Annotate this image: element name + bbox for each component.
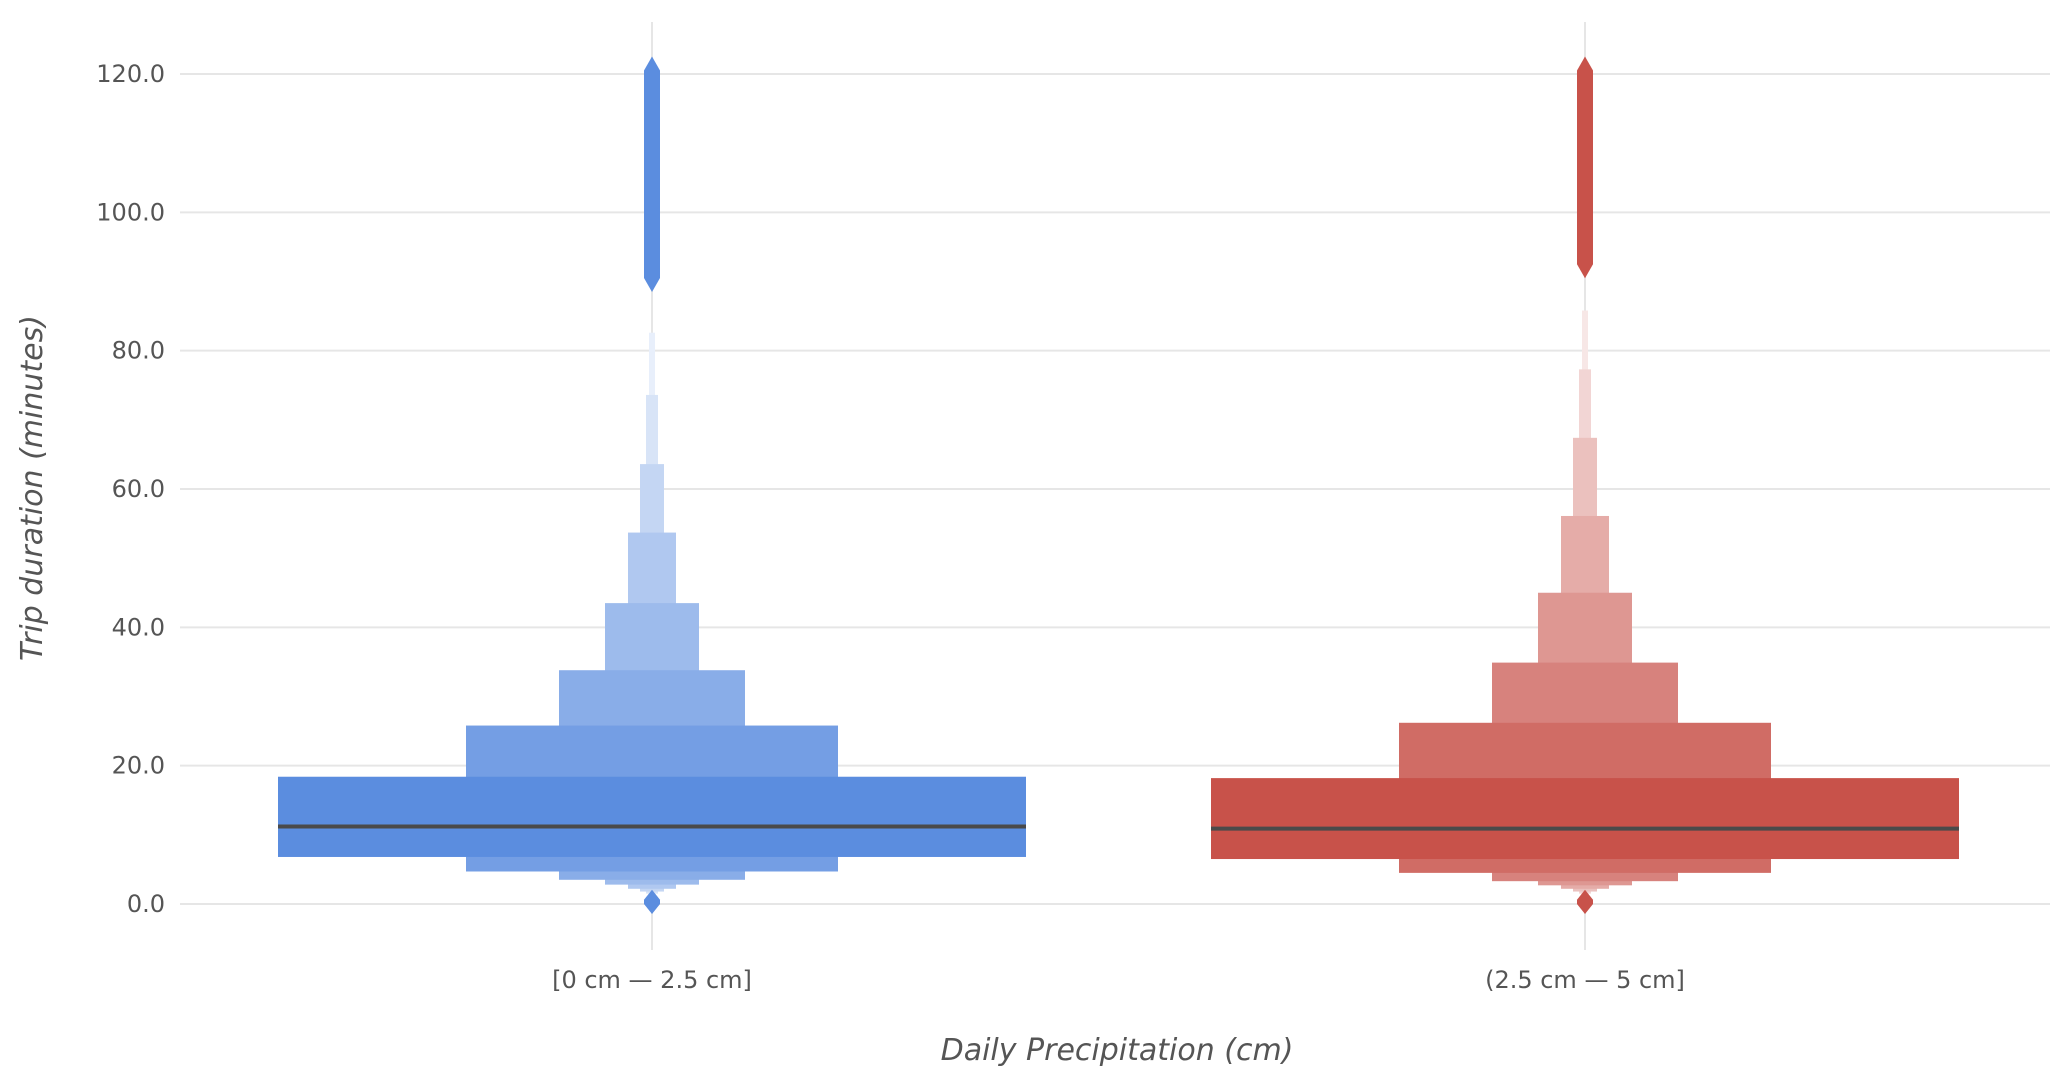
boxen-series bbox=[278, 56, 1026, 914]
y-tick-label: 0.0 bbox=[127, 890, 165, 918]
y-tick-label: 120.0 bbox=[96, 60, 165, 88]
y-tick-labels: 0.0 20.0 40.0 60.0 80.0 100.0 120.0 bbox=[96, 60, 165, 918]
y-tick-label: 60.0 bbox=[112, 475, 165, 503]
y-tick-label: 100.0 bbox=[96, 198, 165, 226]
y-tick-label: 80.0 bbox=[112, 337, 165, 365]
outliers-low bbox=[644, 889, 660, 914]
y-tick-label: 40.0 bbox=[112, 613, 165, 641]
outliers-high bbox=[644, 56, 660, 293]
outliers-low bbox=[1577, 889, 1593, 914]
outliers-high bbox=[1577, 56, 1593, 279]
boxen-box bbox=[278, 776, 1026, 857]
x-tick-labels: [0 cm — 2.5 cm] (2.5 cm — 5 cm] bbox=[552, 966, 1685, 994]
x-tick-label: [0 cm — 2.5 cm] bbox=[552, 966, 752, 994]
y-axis-label: Trip duration (minutes) bbox=[15, 315, 50, 661]
y-tick-label: 20.0 bbox=[112, 752, 165, 780]
plot-area bbox=[278, 56, 1959, 914]
x-axis-label: Daily Precipitation (cm) bbox=[941, 1033, 1294, 1068]
boxen-series bbox=[1211, 56, 1959, 914]
boxen-box bbox=[1211, 778, 1959, 860]
x-tick-label: (2.5 cm — 5 cm] bbox=[1485, 966, 1685, 994]
